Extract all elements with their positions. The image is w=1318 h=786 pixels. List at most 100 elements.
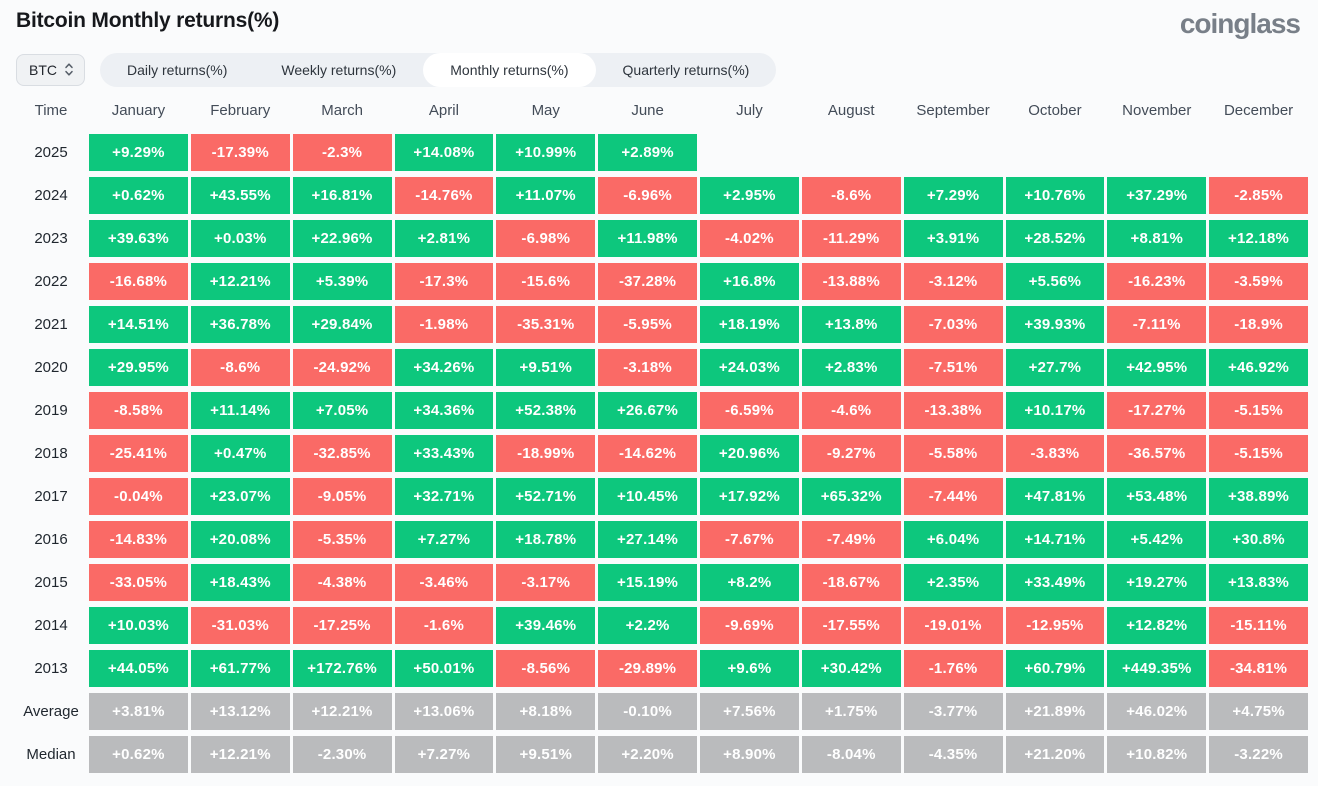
return-cell: -3.46% bbox=[394, 563, 494, 601]
month-header: October bbox=[1028, 102, 1082, 120]
symbol-select[interactable]: BTC bbox=[16, 53, 85, 86]
time-header: Time bbox=[34, 102, 68, 120]
return-cell: -37.28% bbox=[598, 262, 697, 300]
return-cell: -29.89% bbox=[598, 649, 697, 687]
return-cell: +11.07% bbox=[496, 176, 596, 214]
return-cell: -6.96% bbox=[598, 176, 697, 214]
return-cell: +46.92% bbox=[1209, 348, 1308, 386]
tab-quarterly-returns[interactable]: Quarterly returns(%) bbox=[596, 53, 777, 87]
return-cell: +26.67% bbox=[598, 391, 697, 429]
return-cell: -8.04% bbox=[801, 735, 901, 773]
return-cell: -1.76% bbox=[903, 649, 1003, 687]
return-cell: -0.04% bbox=[89, 477, 188, 515]
return-cell: -2.3% bbox=[292, 133, 392, 171]
return-cell: -17.55% bbox=[801, 606, 901, 644]
return-cell: +36.78% bbox=[190, 305, 290, 343]
return-cell: -4.38% bbox=[292, 563, 392, 601]
return-cell: +42.95% bbox=[1107, 348, 1207, 386]
row-label: Median bbox=[26, 745, 76, 763]
return-cell: +1.75% bbox=[801, 692, 901, 730]
month-header: February bbox=[210, 102, 271, 120]
return-cell: -13.38% bbox=[903, 391, 1003, 429]
return-cell: +24.03% bbox=[700, 348, 799, 386]
return-cell: -9.27% bbox=[801, 434, 901, 472]
return-cell: -11.29% bbox=[801, 219, 901, 257]
return-cell: +8.18% bbox=[496, 692, 596, 730]
row-label: 2017 bbox=[34, 487, 68, 505]
return-cell: +7.27% bbox=[394, 520, 494, 558]
return-cell: +34.36% bbox=[394, 391, 494, 429]
month-header: May bbox=[531, 102, 560, 120]
return-cell: +37.29% bbox=[1107, 176, 1207, 214]
return-cell: +20.96% bbox=[700, 434, 799, 472]
tab-monthly-returns[interactable]: Monthly returns(%) bbox=[423, 52, 596, 87]
return-cell: +13.8% bbox=[801, 305, 901, 343]
return-cell: -16.68% bbox=[89, 262, 188, 300]
return-cell: -8.6% bbox=[801, 176, 901, 214]
return-cell: -8.56% bbox=[496, 649, 596, 687]
return-cell: -15.11% bbox=[1209, 606, 1308, 644]
return-cell: +6.04% bbox=[903, 520, 1003, 558]
return-cell: -14.76% bbox=[394, 176, 494, 214]
return-cell: +7.56% bbox=[700, 692, 799, 730]
month-header: July bbox=[736, 102, 763, 120]
return-cell: +0.03% bbox=[190, 219, 290, 257]
return-cell: -36.57% bbox=[1107, 434, 1207, 472]
row-label: 2016 bbox=[34, 530, 68, 548]
return-cell: +61.77% bbox=[190, 649, 290, 687]
row-label: 2021 bbox=[34, 315, 68, 333]
return-cell: +44.05% bbox=[89, 649, 188, 687]
return-cell: +14.71% bbox=[1005, 520, 1105, 558]
return-cell: +19.27% bbox=[1107, 563, 1207, 601]
row-label: 2024 bbox=[34, 186, 68, 204]
row-label: 2018 bbox=[34, 444, 68, 462]
return-cell: +29.84% bbox=[292, 305, 392, 343]
month-header: December bbox=[1223, 102, 1294, 120]
return-cell: -5.58% bbox=[903, 434, 1003, 472]
return-cell: +16.81% bbox=[292, 176, 392, 214]
return-cell: +22.96% bbox=[292, 219, 392, 257]
return-cell: +18.78% bbox=[496, 520, 596, 558]
return-cell: +39.63% bbox=[89, 219, 188, 257]
return-cell: -17.25% bbox=[292, 606, 392, 644]
return-cell: -6.59% bbox=[700, 391, 799, 429]
return-cell: +2.35% bbox=[903, 563, 1003, 601]
return-cell: +28.52% bbox=[1005, 219, 1105, 257]
return-cell: -3.77% bbox=[903, 692, 1003, 730]
return-cell: +12.18% bbox=[1209, 219, 1308, 257]
return-cell: -5.15% bbox=[1209, 434, 1308, 472]
return-cell: -9.05% bbox=[292, 477, 392, 515]
return-cell: -4.6% bbox=[801, 391, 901, 429]
return-cell: +23.07% bbox=[190, 477, 290, 515]
return-cell: +5.56% bbox=[1005, 262, 1105, 300]
return-cell: +9.51% bbox=[496, 735, 596, 773]
return-cell: +27.14% bbox=[598, 520, 697, 558]
return-cell: -18.99% bbox=[496, 434, 596, 472]
tab-weekly-returns[interactable]: Weekly returns(%) bbox=[254, 53, 423, 87]
coinglass-logo[interactable]: coinglass bbox=[1179, 8, 1301, 39]
return-cell: +10.99% bbox=[496, 133, 596, 171]
return-cell: +2.83% bbox=[801, 348, 901, 386]
return-cell: +13.12% bbox=[190, 692, 290, 730]
return-cell: +3.81% bbox=[89, 692, 188, 730]
month-header: November bbox=[1122, 102, 1192, 120]
return-cell: -3.83% bbox=[1005, 434, 1105, 472]
month-header: April bbox=[428, 102, 459, 120]
return-cell: +21.20% bbox=[1005, 735, 1105, 773]
month-header: January bbox=[111, 102, 166, 120]
return-cell: +5.39% bbox=[292, 262, 392, 300]
return-cell: +0.62% bbox=[89, 735, 188, 773]
return-cell: -2.30% bbox=[292, 735, 392, 773]
month-header: March bbox=[321, 102, 363, 120]
return-cell: +13.83% bbox=[1209, 563, 1308, 601]
return-cell: -4.35% bbox=[903, 735, 1003, 773]
return-cell: +47.81% bbox=[1005, 477, 1105, 515]
tab-daily-returns[interactable]: Daily returns(%) bbox=[100, 53, 254, 87]
return-cell bbox=[700, 134, 799, 171]
return-cell: +9.6% bbox=[700, 649, 799, 687]
return-cell: +30.8% bbox=[1209, 520, 1308, 558]
topbar: Bitcoin Monthly returns(%) coinglass bbox=[0, 0, 1318, 40]
page-title: Bitcoin Monthly returns(%) bbox=[16, 9, 280, 32]
month-header: September bbox=[916, 102, 990, 120]
return-cell: -3.22% bbox=[1209, 735, 1308, 773]
